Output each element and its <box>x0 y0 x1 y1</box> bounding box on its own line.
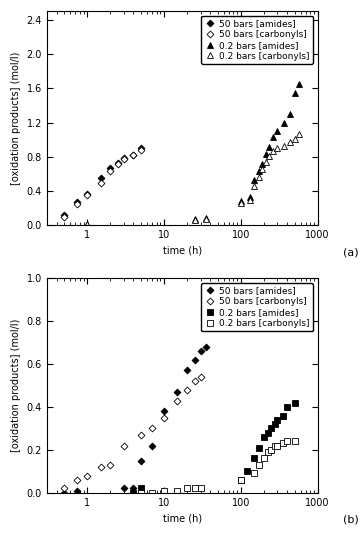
Legend: 50 bars [amides], 50 bars [carbonyls], 0.2 bars [amides], 0.2 bars [carbonyls]: 50 bars [amides], 50 bars [carbonyls], 0… <box>201 16 313 64</box>
Y-axis label: [oxidation products] (mol/l): [oxidation products] (mol/l) <box>11 51 21 185</box>
Legend: 50 bars [amides], 50 bars [carbonyls], 0.2 bars [amides], 0.2 bars [carbonyls]: 50 bars [amides], 50 bars [carbonyls], 0… <box>201 283 313 331</box>
X-axis label: time (h): time (h) <box>163 513 202 523</box>
Y-axis label: [oxidation products] (mol/l): [oxidation products] (mol/l) <box>11 319 21 452</box>
Text: (b): (b) <box>343 515 358 525</box>
Text: (a): (a) <box>343 248 358 258</box>
X-axis label: time (h): time (h) <box>163 246 202 256</box>
